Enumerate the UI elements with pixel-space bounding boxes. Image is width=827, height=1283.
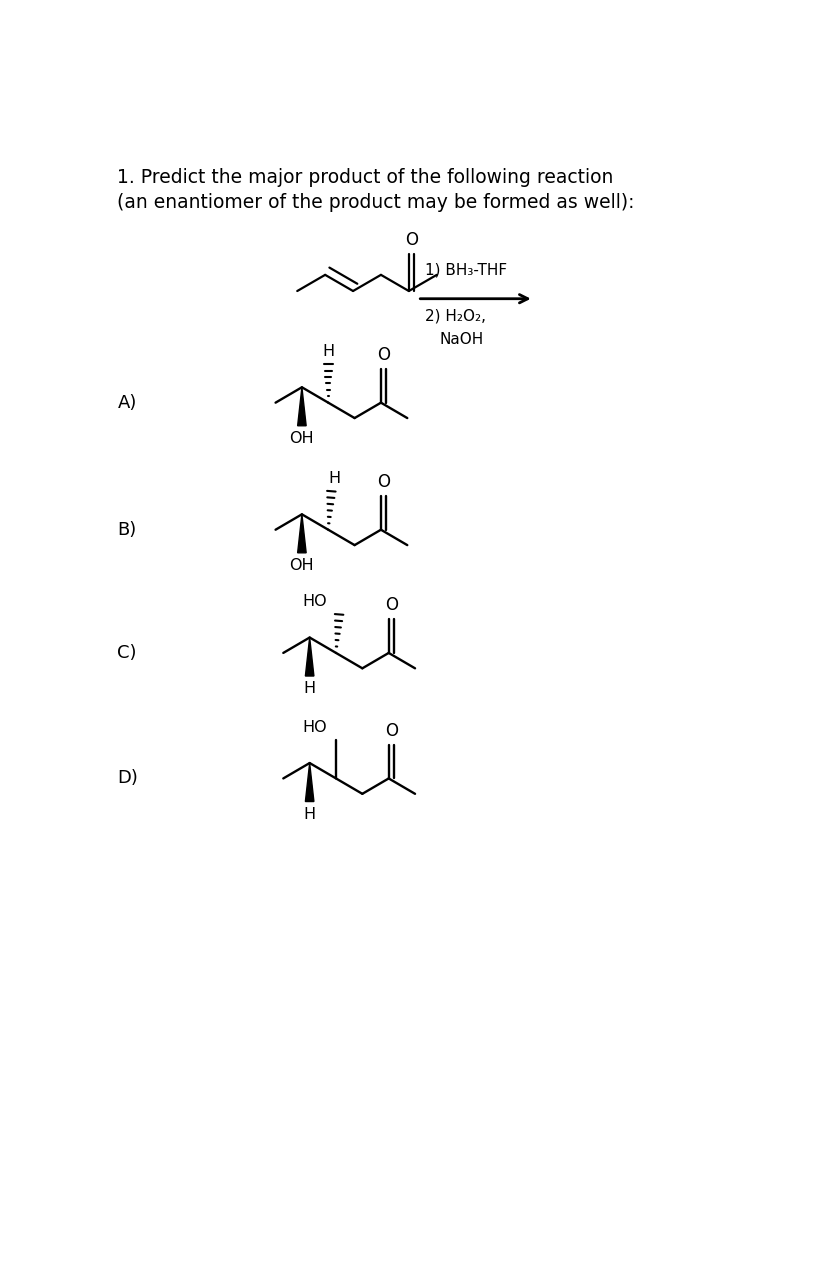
- Text: O: O: [377, 346, 390, 364]
- Text: H: H: [304, 807, 315, 822]
- Polygon shape: [305, 763, 313, 802]
- Text: 1. Predict the major product of the following reaction: 1. Predict the major product of the foll…: [117, 168, 613, 187]
- Text: 2) H₂O₂,: 2) H₂O₂,: [424, 309, 485, 323]
- Polygon shape: [297, 387, 306, 426]
- Text: D): D): [117, 770, 138, 788]
- Text: B): B): [117, 521, 136, 539]
- Text: NaOH: NaOH: [438, 332, 483, 346]
- Text: C): C): [117, 644, 136, 662]
- Text: H: H: [327, 471, 340, 486]
- Text: H: H: [322, 344, 334, 359]
- Text: OH: OH: [289, 558, 313, 574]
- Text: O: O: [404, 231, 418, 249]
- Polygon shape: [297, 514, 306, 553]
- Text: (an enantiomer of the product may be formed as well):: (an enantiomer of the product may be for…: [117, 194, 634, 212]
- Text: A): A): [117, 394, 136, 412]
- Text: HO: HO: [302, 594, 327, 609]
- Polygon shape: [305, 638, 313, 676]
- Text: OH: OH: [289, 431, 313, 446]
- Text: 1) BH₃-THF: 1) BH₃-THF: [424, 263, 507, 278]
- Text: H: H: [304, 681, 315, 697]
- Text: O: O: [377, 473, 390, 491]
- Text: HO: HO: [302, 720, 327, 735]
- Text: O: O: [385, 722, 398, 740]
- Text: O: O: [385, 597, 398, 615]
